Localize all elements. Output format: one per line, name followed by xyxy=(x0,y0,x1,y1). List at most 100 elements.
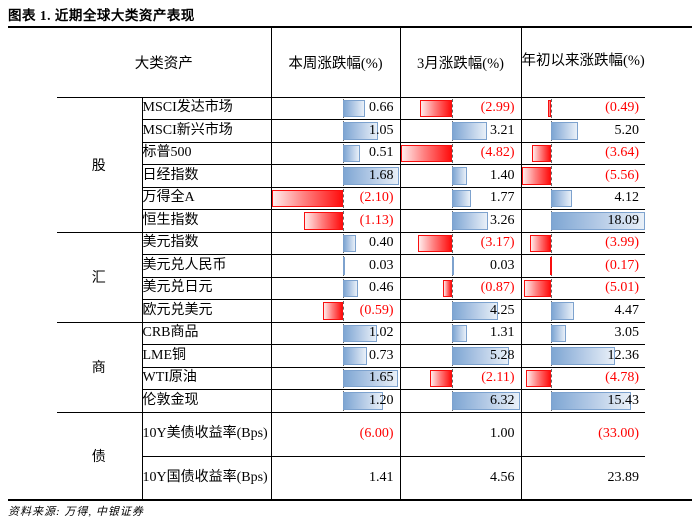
data-bar xyxy=(342,144,360,162)
category-cell: 汇 xyxy=(57,232,143,323)
value-text: 4.47 xyxy=(614,302,640,318)
asset-name-cell: WTI原油 xyxy=(142,367,272,390)
data-bar xyxy=(549,257,552,275)
asset-name-cell: 日经指数 xyxy=(142,164,272,188)
table-row: 欧元兑美元 (0.59) 4.25 4.47 xyxy=(57,299,645,323)
value-cell-month: (2.11) xyxy=(400,367,522,390)
value-cell-ytd: (0.17) xyxy=(521,254,645,278)
asset-name-cell: LME铜 xyxy=(142,344,272,368)
value-cell-ytd: (33.00) xyxy=(521,412,645,457)
value-text: 15.43 xyxy=(607,392,640,408)
value-text: 1.77 xyxy=(490,190,515,206)
data-bar xyxy=(400,144,453,162)
bar-axis-line xyxy=(452,143,454,163)
value-cell-month: 0.03 xyxy=(400,254,522,278)
bar-axis-line xyxy=(452,98,454,118)
value-cell-month: (2.99) xyxy=(400,97,522,120)
asset-name-cell: 美元兑人民币 xyxy=(142,254,272,278)
data-bar xyxy=(304,212,343,230)
bar-axis-line xyxy=(550,143,552,163)
value-cell-week: (6.00) xyxy=(271,412,401,457)
value-cell-week: 1.02 xyxy=(271,322,401,345)
bar-axis-line xyxy=(550,278,552,298)
data-bar xyxy=(443,279,453,297)
value-cell-month: 3.21 xyxy=(400,119,522,143)
value-text: 1.65 xyxy=(369,370,394,386)
asset-name-cell: 美元指数 xyxy=(142,232,272,255)
value-cell-month: (3.17) xyxy=(400,232,522,255)
data-bar xyxy=(550,212,645,230)
value-cell-week: (2.10) xyxy=(271,187,401,210)
value-text: 3.26 xyxy=(490,212,515,228)
asset-name-cell: 10Y美债收益率(Bps) xyxy=(142,412,272,457)
data-bar xyxy=(342,167,399,185)
asset-name-cell: 标普500 xyxy=(142,142,272,165)
value-text: (6.00) xyxy=(359,426,394,441)
data-bar xyxy=(342,279,359,297)
table-row: 美元兑人民币 0.03 0.03 (0.17) xyxy=(57,254,645,278)
asset-name-cell: 伦敦金现 xyxy=(142,389,272,413)
bar-axis-line xyxy=(550,233,552,253)
data-bar xyxy=(550,122,578,140)
table-row: 股 MSCI发达市场 0.66 (2.99) (0.49) xyxy=(57,97,645,233)
category-cell: 商 xyxy=(57,322,143,413)
top-rule xyxy=(8,26,692,28)
value-text: (3.64) xyxy=(605,145,639,161)
value-text: 0.40 xyxy=(369,235,394,251)
header-asset-class: 大类资产 xyxy=(57,28,271,98)
table-header-row: 大类资产 本周涨跌幅(%) 3月涨跌幅(%) 年初以来涨跌幅(%) xyxy=(57,28,645,98)
data-bar xyxy=(452,302,499,320)
asset-name-cell: MSCI发达市场 xyxy=(142,97,272,120)
value-cell-ytd: (5.01) xyxy=(521,277,645,300)
value-cell-ytd: (3.99) xyxy=(521,232,645,255)
data-bar xyxy=(342,99,365,117)
bar-axis-line xyxy=(550,98,552,118)
value-cell-week: 1.41 xyxy=(271,456,401,500)
value-text: 0.03 xyxy=(490,257,515,273)
data-bar xyxy=(342,347,368,365)
value-text: 1.20 xyxy=(369,392,394,408)
value-text: 3.21 xyxy=(490,122,515,138)
value-cell-month: 5.28 xyxy=(400,344,522,368)
data-bar xyxy=(452,347,510,365)
data-bar xyxy=(452,392,520,410)
value-text: 12.36 xyxy=(607,347,640,363)
value-text: (5.56) xyxy=(605,167,639,183)
value-text: 0.51 xyxy=(369,145,394,161)
data-bar xyxy=(525,369,551,387)
table-row: 10Y国债收益率(Bps) 1.41 4.56 23.89 xyxy=(57,456,645,500)
value-text: (4.78) xyxy=(605,370,639,386)
value-cell-month: (0.87) xyxy=(400,277,522,300)
asset-name-cell: 美元兑日元 xyxy=(142,277,272,300)
value-text: 1.31 xyxy=(490,325,515,341)
data-bar xyxy=(550,189,573,207)
data-bar xyxy=(342,257,345,275)
table-row: 日经指数 1.68 1.40 (5.56) xyxy=(57,164,645,188)
data-bar xyxy=(452,122,487,140)
data-bar xyxy=(524,279,551,297)
asset-name-cell: CRB商品 xyxy=(142,322,272,345)
data-bar xyxy=(452,212,488,230)
value-text: 0.03 xyxy=(369,257,394,273)
value-text: 0.73 xyxy=(369,347,394,363)
value-cell-week: 0.03 xyxy=(271,254,401,278)
asset-name-cell: 欧元兑美元 xyxy=(142,299,272,323)
value-cell-week: 0.66 xyxy=(271,97,401,120)
data-bar xyxy=(418,234,453,252)
value-cell-ytd: (5.56) xyxy=(521,164,645,188)
value-text: 4.12 xyxy=(614,190,640,206)
table-row: 恒生指数 (1.13) 3.26 18.09 xyxy=(57,209,645,233)
value-cell-week: 0.40 xyxy=(271,232,401,255)
value-text: (1.13) xyxy=(359,212,394,228)
data-bar xyxy=(452,167,468,185)
value-text: 1.68 xyxy=(369,167,394,183)
bar-axis-line xyxy=(550,166,552,186)
table-row: WTI原油 1.65 (2.11) (4.78) xyxy=(57,367,645,390)
page-title: 图表 1. 近期全球大类资产表现 xyxy=(8,8,195,23)
table-row: 债 10Y美债收益率(Bps) (6.00) 1.00 (33.00) xyxy=(57,412,645,500)
value-text: (4.82) xyxy=(480,145,515,161)
value-cell-week: 0.51 xyxy=(271,142,401,165)
table-row: 标普500 0.51 (4.82) (3.64) xyxy=(57,142,645,165)
table-row: 美元兑日元 0.46 (0.87) (5.01) xyxy=(57,277,645,300)
data-bar xyxy=(521,167,551,185)
